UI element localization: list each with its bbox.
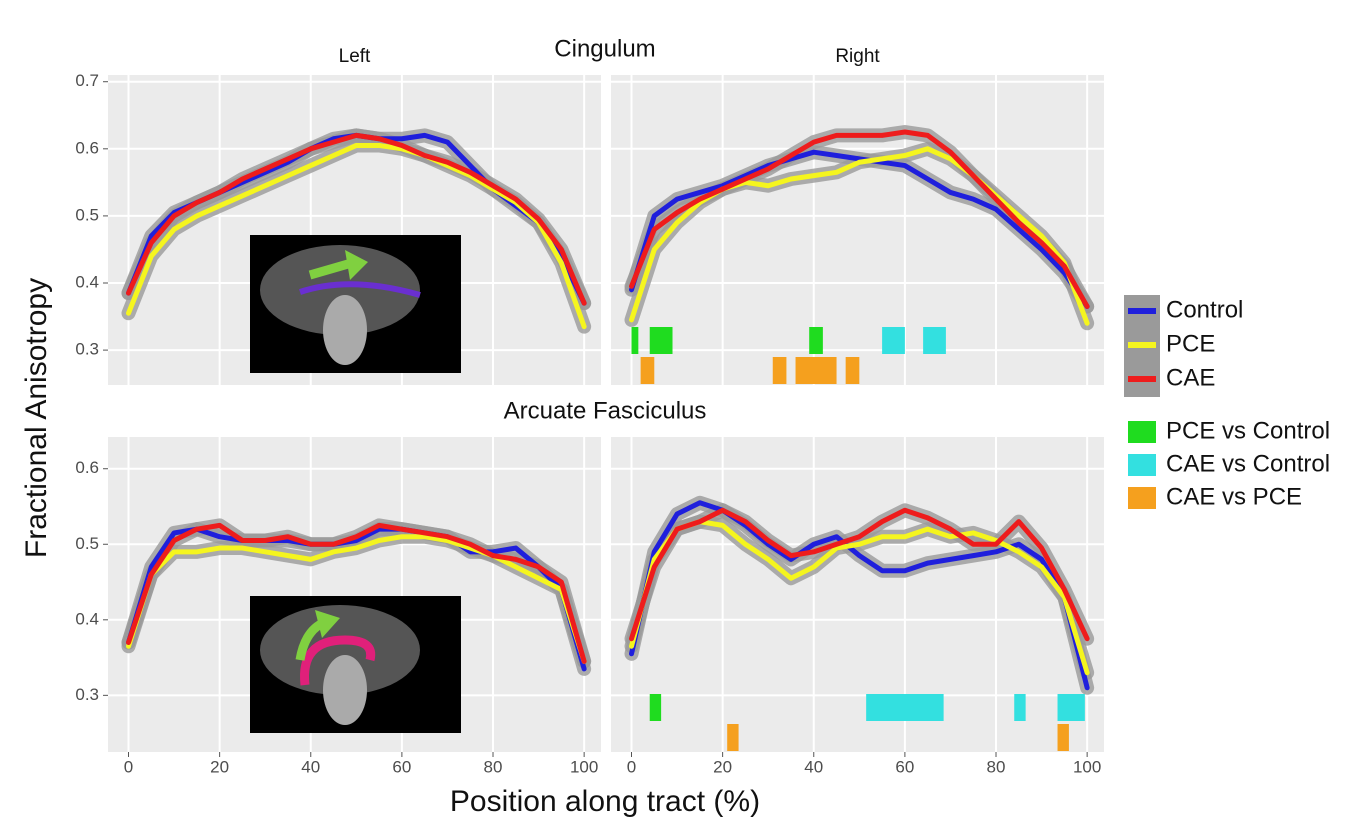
significance-bar xyxy=(846,357,860,384)
x-tick-label: 20 xyxy=(210,757,229,776)
significance-bar xyxy=(1058,694,1085,721)
y-tick-label: 0.4 xyxy=(75,609,99,628)
x-tick-label: 60 xyxy=(895,757,914,776)
y-tick-label: 0.4 xyxy=(75,272,99,291)
x-tick-label: 100 xyxy=(570,757,598,776)
significance-bar xyxy=(773,357,787,384)
x-tick-label: 40 xyxy=(804,757,823,776)
chart-title: Arcuate Fasciculus xyxy=(504,397,707,424)
legend-key xyxy=(1128,487,1156,509)
significance-bar xyxy=(727,724,738,751)
legend-label: Control xyxy=(1166,296,1243,323)
inset-brainstem xyxy=(323,655,367,725)
significance-bar xyxy=(796,357,837,384)
legend-key xyxy=(1128,421,1156,443)
y-tick-label: 0.5 xyxy=(75,205,99,224)
significance-bar xyxy=(809,327,823,354)
significance-bar xyxy=(650,694,661,721)
legend-label: PCE vs Control xyxy=(1166,417,1330,444)
legend-label: CAE xyxy=(1166,364,1215,391)
significance-bar xyxy=(866,694,943,721)
legend-label: CAE vs Control xyxy=(1166,450,1330,477)
significance-bar xyxy=(923,327,946,354)
y-tick-label: 0.3 xyxy=(75,685,99,704)
significance-bar xyxy=(882,327,905,354)
x-tick-label: 100 xyxy=(1073,757,1101,776)
chart-title: Cingulum xyxy=(554,35,655,62)
legend-key xyxy=(1128,454,1156,476)
significance-bar xyxy=(1014,694,1025,721)
y-tick-label: 0.3 xyxy=(75,340,99,359)
significance-bar xyxy=(632,327,639,354)
y-tick-label: 0.7 xyxy=(75,71,99,90)
significance-bar xyxy=(641,357,655,384)
x-tick-label: 20 xyxy=(713,757,732,776)
significance-bar xyxy=(1058,724,1069,751)
legend-label: CAE vs PCE xyxy=(1166,483,1302,510)
y-axis-title: Fractional Anisotropy xyxy=(20,278,53,558)
panel-background xyxy=(611,437,1104,752)
legend-label: PCE xyxy=(1166,330,1215,357)
panel-title: Left xyxy=(339,46,371,67)
x-axis-title: Position along tract (%) xyxy=(450,785,760,818)
figure: Fractional Anisotropy Position along tra… xyxy=(0,0,1367,827)
x-tick-label: 40 xyxy=(301,757,320,776)
x-tick-label: 0 xyxy=(627,757,636,776)
y-tick-label: 0.5 xyxy=(75,534,99,553)
x-tick-label: 60 xyxy=(392,757,411,776)
y-tick-label: 0.6 xyxy=(75,458,99,477)
x-tick-label: 80 xyxy=(987,757,1006,776)
x-tick-label: 80 xyxy=(484,757,503,776)
y-tick-label: 0.6 xyxy=(75,138,99,157)
panel-title: Right xyxy=(835,46,880,67)
inset-brainstem xyxy=(323,295,367,365)
x-tick-label: 0 xyxy=(124,757,133,776)
significance-bar xyxy=(650,327,673,354)
